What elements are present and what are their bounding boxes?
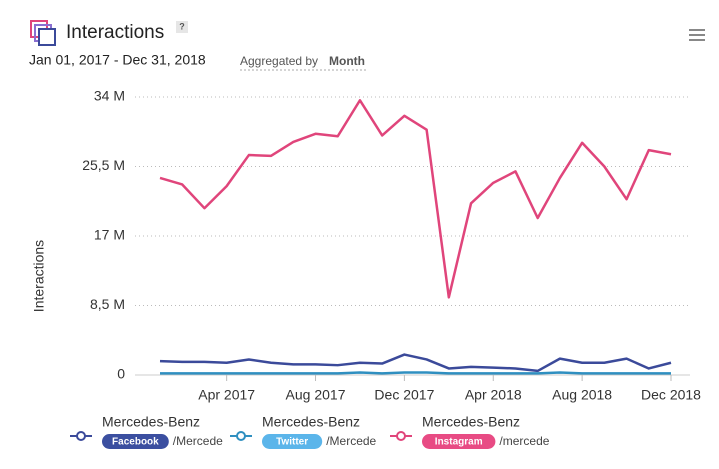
y-tick-label: 25,5 M: [82, 157, 125, 173]
legend-marker: [236, 431, 246, 441]
legend-handle: /Mercede: [326, 434, 376, 448]
aggregated-value[interactable]: Month: [329, 54, 365, 68]
series-line: [159, 353, 672, 373]
legend-marker: [396, 431, 406, 441]
y-tick-label: 0: [117, 366, 125, 382]
series-line: [159, 99, 672, 299]
legend-handle: /Mercede: [173, 434, 223, 448]
x-tick-label: Dec 2018: [641, 387, 701, 403]
platform-label: Facebook: [112, 437, 159, 448]
platform-badge: [102, 434, 169, 449]
legend-handle: /mercede: [499, 434, 549, 448]
logo-icon: [30, 20, 56, 46]
x-tick-label: Apr 2018: [465, 387, 522, 403]
help-icon[interactable]: ?: [179, 21, 185, 31]
legend-item[interactable]: Mercedes-Benz Facebook/Mercede: [70, 414, 223, 449]
series-line: [160, 371, 671, 375]
date-range: Jan 01, 2017 - Dec 31, 2018: [29, 52, 206, 68]
y-tick-label: 17 M: [94, 227, 125, 243]
help-box[interactable]: [176, 21, 188, 33]
y-tick-label: 34 M: [94, 88, 125, 104]
legend-marker: [76, 431, 86, 441]
x-tick-label: Aug 2017: [286, 387, 346, 403]
platform-badge: [262, 434, 323, 449]
legend-name: Mercedes-Benz: [262, 414, 360, 430]
menu-icon[interactable]: [689, 29, 705, 41]
legend-item[interactable]: Mercedes-Benz Instagram/mercede: [390, 414, 550, 449]
platform-label: Twitter: [276, 437, 308, 448]
legend-name: Mercedes-Benz: [102, 414, 200, 430]
x-tick-label: Apr 2017: [198, 387, 255, 403]
platform-label: Instagram: [435, 437, 483, 448]
x-tick-label: Aug 2018: [552, 387, 612, 403]
y-axis-label: Interactions: [31, 240, 47, 312]
aggregated-label: Aggregated by: [240, 54, 318, 68]
legend-name: Mercedes-Benz: [422, 414, 520, 430]
platform-badge: [422, 434, 496, 449]
legend-item[interactable]: Mercedes-Benz Twitter/Mercede: [230, 414, 377, 449]
widget-title: Interactions: [66, 22, 164, 43]
y-tick-label: 8,5 M: [90, 296, 125, 312]
x-tick-label: Dec 2017: [374, 387, 434, 403]
